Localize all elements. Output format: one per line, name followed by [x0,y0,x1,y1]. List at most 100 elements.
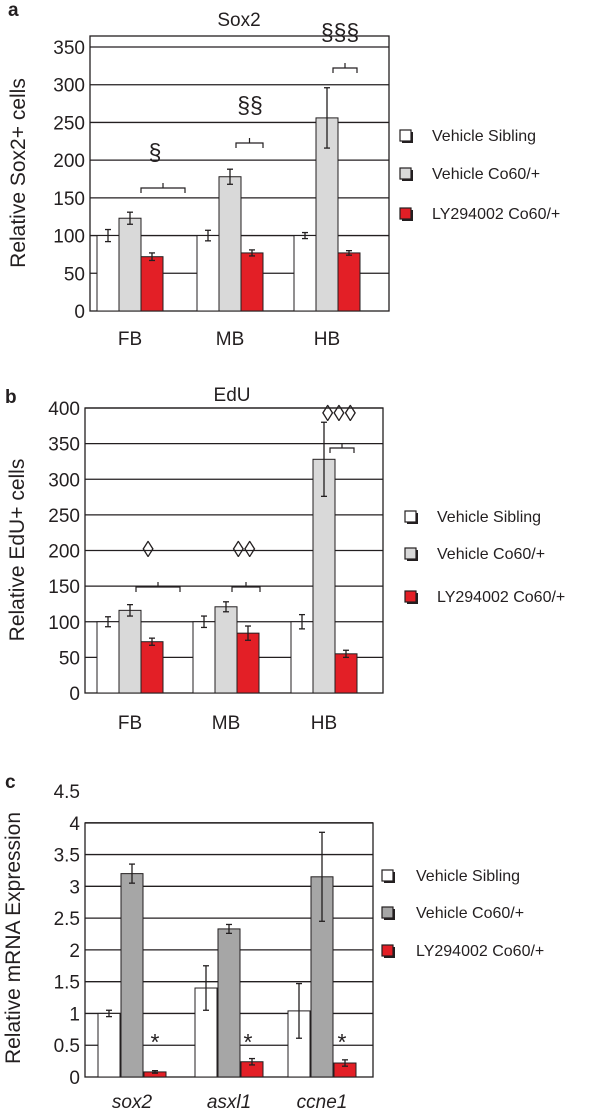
panel-a: a 0 50 100 150 200 250 300 350 Sox2 Relative Sox2+… [7,0,560,350]
y-axis-label: Relative Sox2+ cells [7,78,30,268]
significance-mark: §§§ [321,19,359,45]
significance-bracket [329,443,355,453]
bar [217,928,241,1078]
x-tick-label: MB [216,329,245,350]
chart-title: EdU [214,385,251,406]
x-tick-label: HB [314,329,340,350]
bar [337,252,361,312]
y-tick-label: 200 [48,542,80,563]
y-tick-label: 3.5 [54,846,80,867]
y-tick-label: 1.5 [54,973,80,994]
y-tick-label: 100 [48,613,80,634]
bar [96,235,120,312]
y-tick-label: 4 [69,814,80,835]
y-tick-label: 150 [48,577,80,598]
y-tick-label: 0 [74,302,85,323]
legend-swatch [399,129,412,142]
bar [218,176,242,312]
legend-swatch [381,869,394,882]
significance-mark: ◊ [142,536,154,562]
bar [240,252,264,312]
bar [236,632,260,694]
y-tick-label: 0 [69,684,80,705]
bar [290,621,314,694]
significance-bracket [140,183,186,193]
legend-label: Vehicle Sibling [432,128,536,145]
legend-label: LY294002 Co60/+ [416,943,544,960]
x-tick-label: FB [118,329,142,350]
x-tick-label: sox2 [112,1092,153,1113]
panel-letter: a [8,0,19,21]
bar [293,235,317,312]
x-tick-label: asxl1 [207,1092,251,1113]
x-tick-label: FB [118,713,142,734]
y-tick-label: 200 [53,151,85,172]
panel-letter: c [5,772,16,793]
significance-mark: ◊◊ [233,536,256,562]
panel-b: b 0 50 100 150 200 250 300 350 400 EdU Relative EdU… [5,385,565,734]
x-tick-label: ccne1 [297,1092,348,1113]
legend-swatch [399,207,412,220]
y-tick-label: 0 [69,1068,80,1089]
significance-bracket [332,63,358,73]
y-tick-label: 300 [48,470,80,491]
y-tick-label: 0.5 [54,1036,80,1057]
legend-swatch [404,510,417,523]
y-axis-label: Relative EdU+ cells [6,459,29,642]
bar [97,1012,121,1078]
legend-label: Vehicle Sibling [437,509,541,526]
y-tick-label: 400 [48,399,80,420]
legend-label: LY294002 Co60/+ [437,589,565,606]
significance-mark: * [151,1029,160,1055]
bar [118,217,142,312]
y-tick-label: 1 [69,1004,80,1025]
legend-label: LY294002 Co60/+ [432,206,560,223]
y-tick-label: 2.5 [54,909,80,930]
y-tick-label: 50 [59,648,80,669]
y-tick-label: 250 [48,506,80,527]
y-tick-label: 350 [48,435,80,456]
significance-bracket [231,582,261,592]
legend-label: Vehicle Co60/+ [437,546,545,563]
y-tick-label: 250 [53,113,85,134]
legend-swatch [399,167,412,180]
y-tick-label: 2 [69,941,80,962]
legend-label: Vehicle Co60/+ [416,905,524,922]
y-tick-label: 150 [53,189,85,210]
bar [118,609,142,694]
bar [334,653,358,694]
x-tick-label: MB [212,713,241,734]
bar [140,256,164,312]
y-tick-label: 300 [53,76,85,97]
y-tick-label: 3 [69,877,80,898]
y-tick-label: 50 [64,264,85,285]
significance-mark: * [244,1029,253,1055]
legend-swatch [381,906,394,919]
significance-mark: § [149,139,162,165]
y-tick-label: 350 [53,38,85,59]
panel-c: c 0 0.5 1 1.5 2 2.5 3 3.5 4 4.5 Relative mRNA Expre… [2,772,544,1113]
significance-mark: ◊◊◊ [322,400,357,426]
bar [140,641,164,694]
legend-swatch [404,547,417,560]
legend-swatch [404,590,417,603]
x-tick-label: HB [311,713,337,734]
y-axis-label: Relative mRNA Expression [2,812,25,1064]
bar [196,235,220,312]
significance-bracket [135,582,181,592]
y-tick-label: 4.5 [54,782,80,803]
legend-swatch [381,944,394,957]
bar [120,873,144,1078]
legend-label: Vehicle Co60/+ [432,166,540,183]
chart-title: Sox2 [217,10,260,31]
bar [214,606,238,694]
significance-mark: §§ [237,92,263,118]
significance-bracket [235,138,264,148]
bar [192,621,216,694]
y-tick-label: 100 [53,227,85,248]
panel-letter: b [5,387,17,408]
legend-label: Vehicle Sibling [416,868,520,885]
bar [96,621,120,694]
significance-mark: * [338,1029,347,1055]
